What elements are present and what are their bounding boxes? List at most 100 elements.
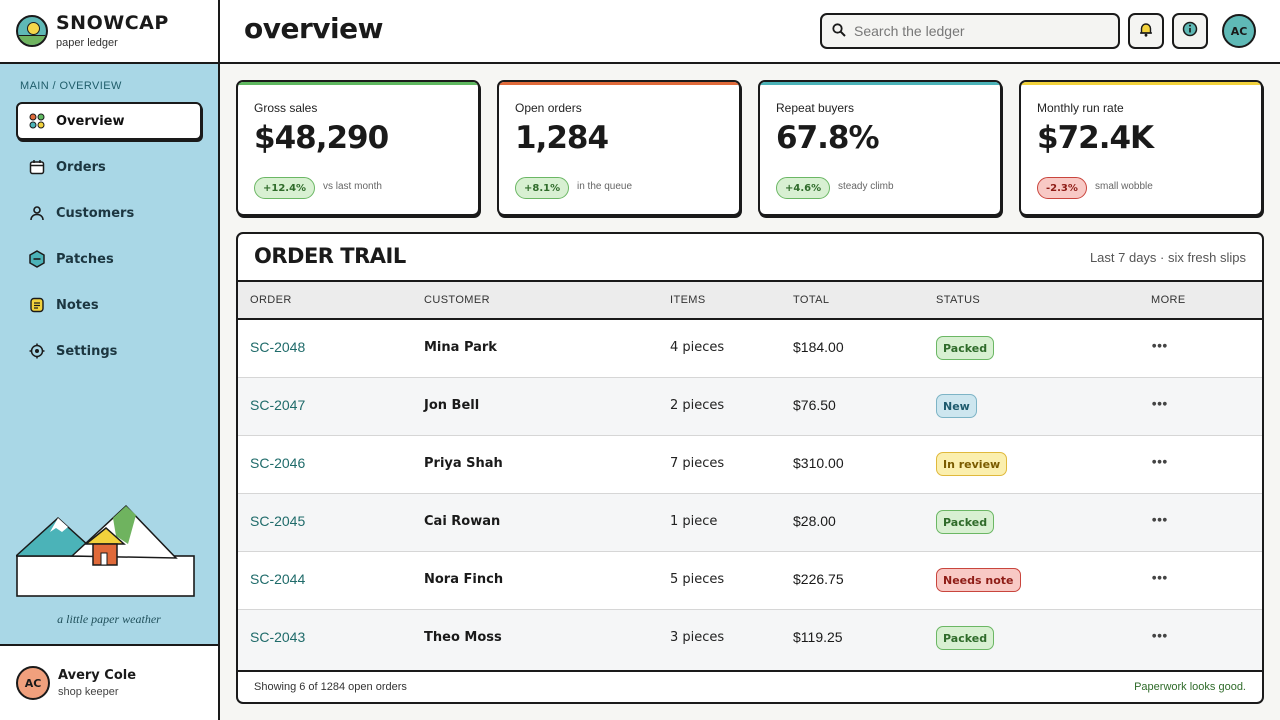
stat-note: vs last month — [323, 181, 382, 192]
column-header: ITEMS — [670, 294, 706, 306]
order-id-link[interactable]: SC-2045 — [250, 513, 306, 529]
status-badge: Needs note — [936, 568, 1021, 592]
more-options-icon[interactable]: ●●● — [1151, 517, 1169, 523]
table-row[interactable]: SC-2048 Mina Park 4 pieces $184.00 Packe… — [238, 320, 1262, 378]
notifications-button[interactable] — [1128, 13, 1164, 49]
stat-card-repeat-buyers: Repeat buyers 67.8% +4.6% steady climb — [758, 80, 1002, 216]
order-total: $28.00 — [793, 513, 836, 529]
item-count: 3 pieces — [670, 630, 725, 645]
customer-name: Theo Moss — [424, 630, 502, 645]
status-badge: New — [936, 394, 977, 418]
stat-label: Open orders — [515, 101, 582, 115]
customer-name: Nora Finch — [424, 572, 504, 587]
stat-value: 67.8% — [776, 120, 880, 156]
sidebar-item-label: Customers — [56, 205, 135, 221]
stat-label: Repeat buyers — [776, 101, 855, 115]
stat-value: 1,284 — [515, 120, 609, 156]
column-header: MORE — [1151, 294, 1186, 306]
stat-value: $48,290 — [254, 120, 389, 156]
order-total: $310.00 — [793, 455, 844, 471]
order-total: $119.25 — [793, 629, 843, 645]
table-row[interactable]: SC-2043 Theo Moss 3 pieces $119.25 Packe… — [238, 610, 1262, 670]
sidebar-item-notes[interactable]: Notes — [16, 286, 202, 324]
page-title: overview — [244, 12, 384, 45]
sidebar-item-overview[interactable]: Overview — [16, 102, 202, 140]
table-row[interactable]: SC-2047 Jon Bell 2 pieces $76.50 New ●●● — [238, 378, 1262, 436]
table-header: ORDER CUSTOMER ITEMS TOTAL STATUS MORE — [238, 280, 1262, 320]
stat-note: steady climb — [838, 181, 894, 192]
sidebar-item-orders[interactable]: Orders — [16, 148, 202, 186]
column-header: CUSTOMER — [424, 294, 490, 306]
order-id-link[interactable]: SC-2047 — [250, 397, 306, 413]
stat-value: $72.4K — [1037, 120, 1154, 156]
order-id-link[interactable]: SC-2046 — [250, 455, 306, 471]
stat-change-badge: -2.3% — [1037, 177, 1087, 199]
stat-change-badge: +12.4% — [254, 177, 316, 199]
column-header: STATUS — [936, 294, 981, 306]
order-id-link[interactable]: SC-2048 — [250, 339, 306, 355]
user-avatar-button[interactable]: AC — [1222, 14, 1256, 48]
sidebar-item-patches[interactable]: Patches — [16, 240, 202, 278]
sidebar: SNOWCAP paper ledger MAIN / OVERVIEW Ove… — [0, 0, 220, 720]
table-row[interactable]: SC-2046 Priya Shah 7 pieces $310.00 In r… — [238, 436, 1262, 494]
search-box[interactable] — [820, 13, 1120, 49]
footer-status-message: Paperwork looks good. — [1134, 681, 1246, 693]
breadcrumb: MAIN / OVERVIEW — [20, 80, 122, 92]
sidebar-item-label: Notes — [56, 297, 99, 313]
gear-icon — [28, 342, 46, 360]
sidebar-item-customers[interactable]: Customers — [16, 194, 202, 232]
customer-name: Jon Bell — [424, 398, 480, 413]
person-icon — [28, 204, 46, 222]
order-total: $76.50 — [793, 397, 836, 413]
info-button[interactable] — [1172, 13, 1208, 49]
status-badge: In review — [936, 452, 1008, 476]
sidebar-tagline: a little paper weather — [57, 612, 161, 626]
table-row[interactable]: SC-2044 Nora Finch 5 pieces $226.75 Need… — [238, 552, 1262, 610]
grid-icon — [28, 112, 46, 130]
info-icon — [1182, 21, 1198, 41]
order-total: $226.75 — [793, 571, 844, 587]
panel-subtitle: Last 7 days · six fresh slips — [1089, 250, 1246, 265]
hexagon-icon — [28, 250, 46, 268]
sidebar-item-settings[interactable]: Settings — [16, 332, 202, 370]
item-count: 5 pieces — [670, 572, 725, 587]
mountain-cabin-illustration — [14, 504, 198, 602]
item-count: 1 piece — [670, 514, 718, 529]
sidebar-item-label: Patches — [56, 251, 114, 267]
user-name: Avery Cole — [58, 668, 137, 683]
column-header: TOTAL — [793, 294, 830, 306]
order-id-link[interactable]: SC-2043 — [250, 629, 306, 645]
more-options-icon[interactable]: ●●● — [1151, 633, 1169, 639]
stat-card-gross-sales: Gross sales $48,290 +12.4% vs last month — [236, 80, 480, 216]
order-total: $184.00 — [793, 339, 844, 355]
brand-name: SNOWCAP — [56, 12, 169, 34]
search-input[interactable] — [854, 23, 1104, 39]
stat-card-open-orders: Open orders 1,284 +8.1% in the queue — [497, 80, 741, 216]
brand-subtitle: paper ledger — [56, 37, 118, 49]
status-badge: Packed — [936, 510, 995, 534]
search-icon — [832, 22, 846, 41]
stat-note: small wobble — [1095, 181, 1153, 192]
card-accent — [499, 82, 739, 85]
more-options-icon[interactable]: ●●● — [1151, 459, 1169, 465]
sidebar-nav: Overview Orders Customers Patches — [16, 102, 202, 378]
stat-label: Monthly run rate — [1037, 101, 1124, 115]
more-options-icon[interactable]: ●●● — [1151, 401, 1169, 407]
customer-name: Cai Rowan — [424, 514, 501, 529]
stat-label: Gross sales — [254, 101, 318, 115]
avatar: AC — [16, 666, 50, 700]
more-options-icon[interactable]: ●●● — [1151, 343, 1169, 349]
top-bar: overview AC — [220, 0, 1280, 64]
orders-panel: ORDER TRAIL Last 7 days · six fresh slip… — [236, 232, 1264, 704]
table-row[interactable]: SC-2045 Cai Rowan 1 piece $28.00 Packed … — [238, 494, 1262, 552]
note-icon — [28, 296, 46, 314]
sidebar-item-label: Orders — [56, 159, 106, 175]
more-options-icon[interactable]: ●●● — [1151, 575, 1169, 581]
item-count: 4 pieces — [670, 340, 725, 355]
current-user[interactable]: AC Avery Cole shop keeper — [0, 644, 218, 720]
order-id-link[interactable]: SC-2044 — [250, 571, 306, 587]
table-footer: Showing 6 of 1284 open orders Paperwork … — [238, 670, 1262, 702]
status-badge: Packed — [936, 626, 995, 650]
brand: SNOWCAP paper ledger — [0, 0, 218, 64]
card-accent — [238, 82, 478, 85]
